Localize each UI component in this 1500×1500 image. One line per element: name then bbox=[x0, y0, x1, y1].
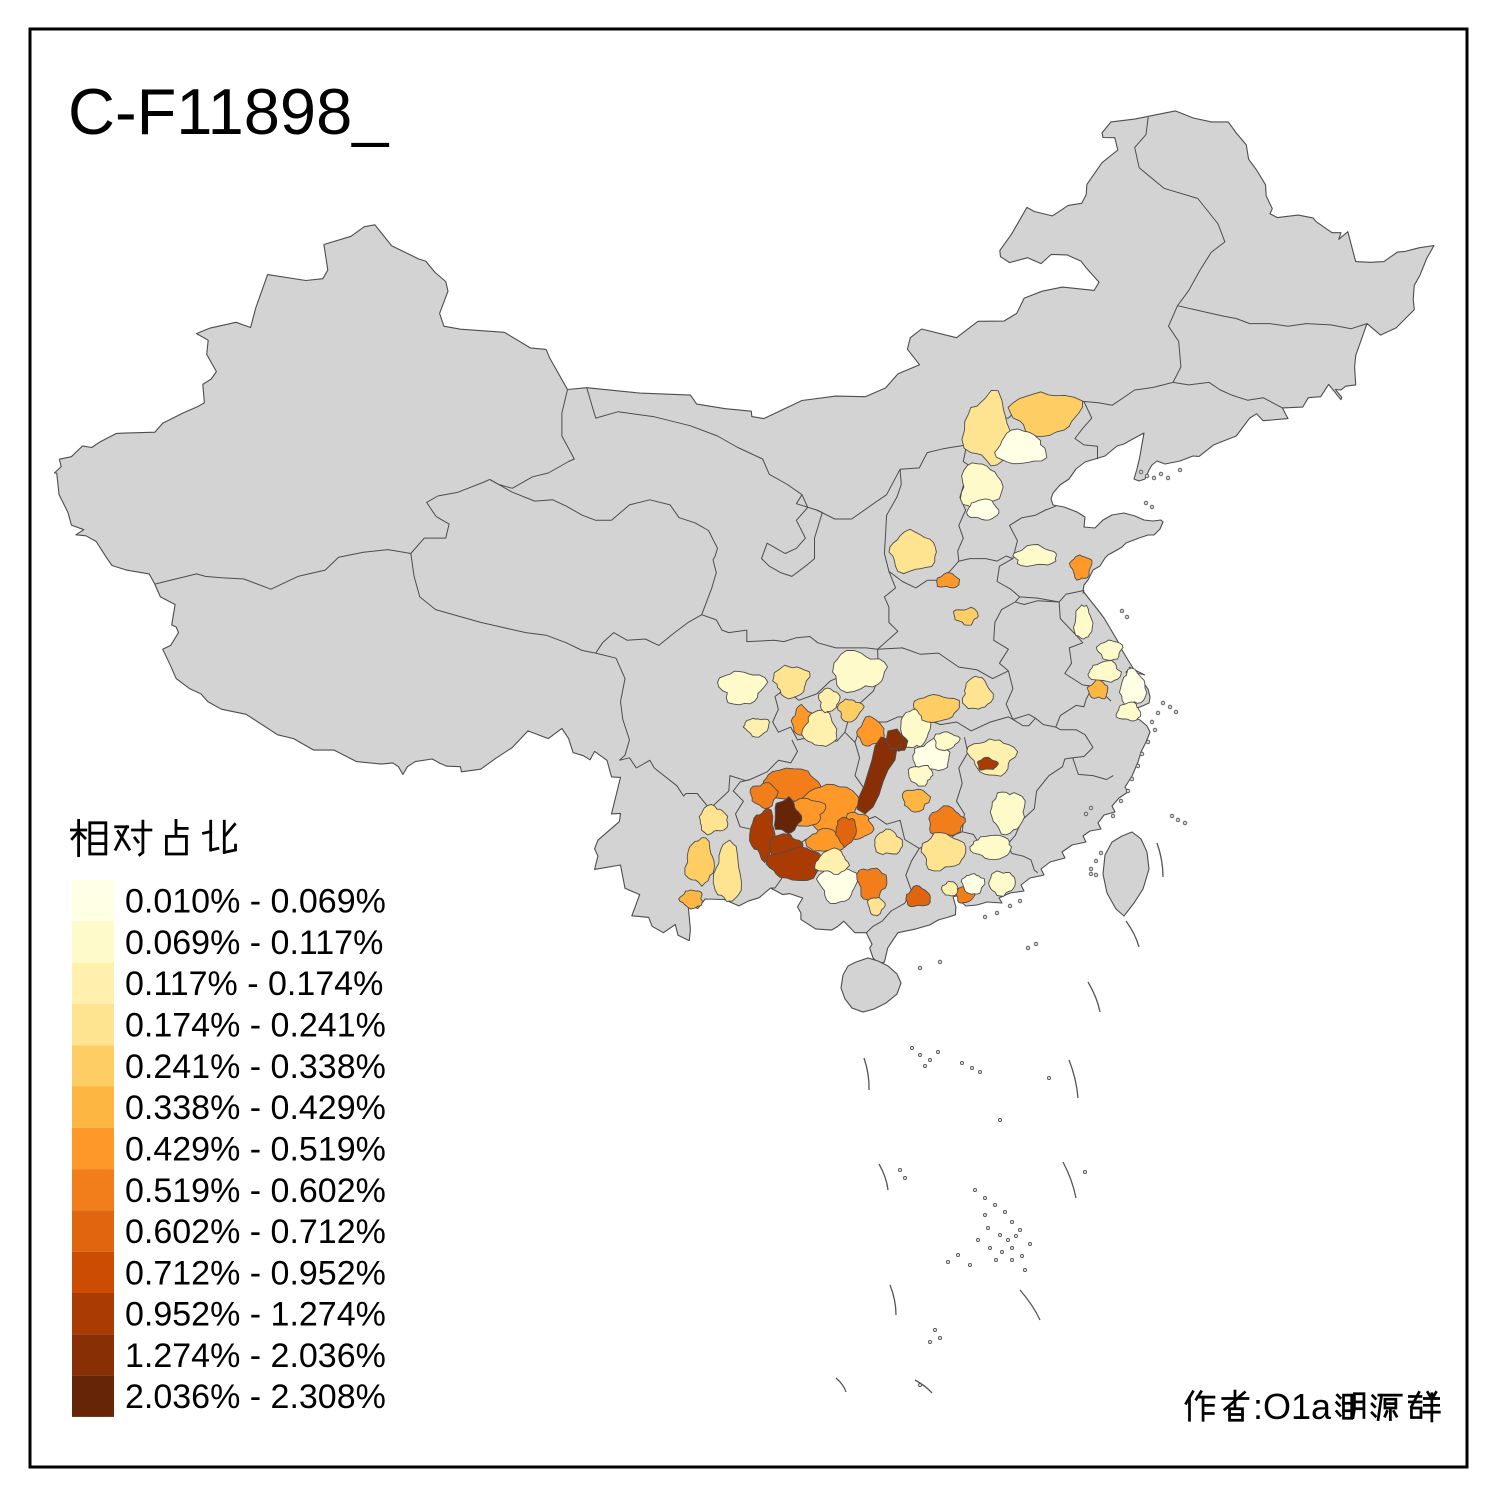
svg-text:0.241% - 0.338%: 0.241% - 0.338% bbox=[125, 1048, 386, 1086]
svg-text:0.712% - 0.952%: 0.712% - 0.952% bbox=[125, 1254, 386, 1292]
svg-text:0.117% - 0.174%: 0.117% - 0.174% bbox=[125, 965, 383, 1003]
svg-text:0.602% - 0.712%: 0.602% - 0.712% bbox=[125, 1213, 386, 1251]
svg-text:0.952% - 1.274%: 0.952% - 1.274% bbox=[125, 1296, 386, 1334]
svg-text:0.069% - 0.117%: 0.069% - 0.117% bbox=[125, 924, 383, 962]
svg-text:0.338% - 0.429%: 0.338% - 0.429% bbox=[125, 1089, 386, 1127]
svg-text::O1a: :O1a bbox=[1253, 1386, 1332, 1427]
svg-text:C-F11898_: C-F11898_ bbox=[68, 75, 389, 148]
svg-text:0.010% - 0.069%: 0.010% - 0.069% bbox=[125, 883, 386, 921]
svg-text:2.036% - 2.308%: 2.036% - 2.308% bbox=[125, 1378, 386, 1416]
svg-text:0.519% - 0.602%: 0.519% - 0.602% bbox=[125, 1172, 386, 1210]
svg-text:0.429% - 0.519%: 0.429% - 0.519% bbox=[125, 1131, 386, 1169]
svg-text:1.274% - 2.036%: 1.274% - 2.036% bbox=[125, 1337, 386, 1375]
svg-text:0.174% - 0.241%: 0.174% - 0.241% bbox=[125, 1007, 386, 1045]
